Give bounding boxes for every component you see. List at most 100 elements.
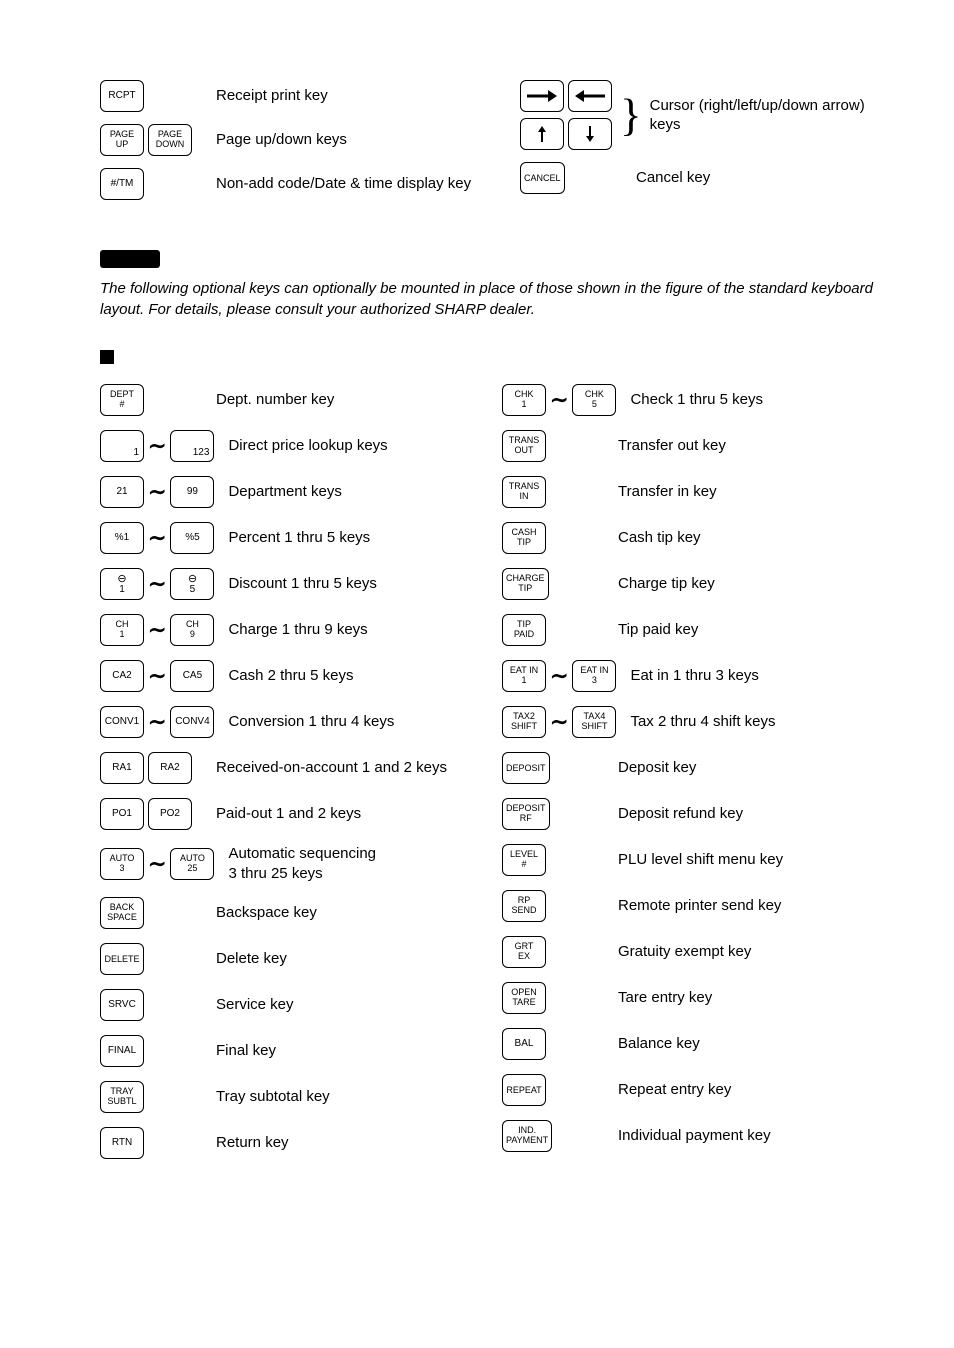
key-description: Gratuity exempt key bbox=[618, 942, 751, 962]
key-row: TAX2SHIFT∼TAX4SHIFT Tax 2 thru 4 shift ke… bbox=[502, 706, 894, 738]
keys-group: FINAL bbox=[100, 1035, 202, 1067]
keys-group: TRANSIN bbox=[502, 476, 604, 508]
key: REPEAT bbox=[502, 1074, 546, 1106]
key-row: DELETEDelete key bbox=[100, 943, 490, 975]
key-row: TRANSINTransfer in key bbox=[502, 476, 894, 508]
tilde-icon: ∼ bbox=[550, 709, 568, 735]
key-rcpt: RCPT bbox=[100, 80, 144, 112]
key: CONV1 bbox=[100, 706, 144, 738]
key-description: Return key bbox=[216, 1133, 289, 1153]
keys-group: RCPT bbox=[100, 80, 202, 112]
keys-group: AUTO3∼AUTO25 bbox=[100, 848, 214, 880]
key-description: Charge tip key bbox=[618, 574, 715, 594]
keys-group: TRANSOUT bbox=[502, 430, 604, 462]
key-row: CA2∼CA5 Cash 2 thru 5 keys bbox=[100, 660, 490, 692]
key: 1 bbox=[100, 568, 144, 600]
key-arrow-right bbox=[520, 80, 564, 112]
key-page-up: PAGEUP bbox=[100, 124, 144, 156]
keys-group: TAX2SHIFT∼TAX4SHIFT bbox=[502, 706, 616, 738]
key-row: TRAYSUBTL Tray subtotal key bbox=[100, 1081, 490, 1113]
tilde-icon: ∼ bbox=[148, 663, 166, 689]
key-row: AUTO3∼AUTO25 Automatic sequencing3 thru 2… bbox=[100, 844, 490, 883]
key: DELETE bbox=[100, 943, 144, 975]
key: DEPT# bbox=[100, 384, 144, 416]
top-right-column: } Cursor (right/left/up/down arrow) keys… bbox=[520, 80, 894, 200]
key-description: Final key bbox=[216, 1041, 276, 1061]
keys-group: DELETE bbox=[100, 943, 202, 975]
keys-group: EAT IN1∼EAT IN3 bbox=[502, 660, 616, 692]
section-bullet bbox=[100, 350, 114, 364]
key: CH9 bbox=[170, 614, 214, 646]
keys-group: LEVEL# bbox=[502, 844, 604, 876]
keys-group: CANCEL bbox=[520, 162, 622, 194]
right-column: CHK1∼CHK5 Check 1 thru 5 keys TRANSOUT Tran… bbox=[502, 384, 894, 1159]
key-row: %1∼%5Percent 1 thru 5 keys bbox=[100, 522, 490, 554]
arrow-keys-group bbox=[520, 80, 612, 150]
key-cancel: CANCEL bbox=[520, 162, 565, 194]
key-description: Tray subtotal key bbox=[216, 1087, 330, 1107]
key-row: DEPOSITDeposit key bbox=[502, 752, 894, 784]
keys-group: GRTEX bbox=[502, 936, 604, 968]
key-description: PLU level shift menu key bbox=[618, 850, 783, 870]
key-description: Automatic sequencing3 thru 25 keys bbox=[228, 844, 376, 883]
key-row: SRVCService key bbox=[100, 989, 490, 1021]
key-row: TIPPAIDTip paid key bbox=[502, 614, 894, 646]
key-description: Charge 1 thru 9 keys bbox=[228, 620, 367, 640]
key-row: CH1∼CH9 Charge 1 thru 9 keys bbox=[100, 614, 490, 646]
key-row: CHK1∼CHK5 Check 1 thru 5 keys bbox=[502, 384, 894, 416]
key: CHK1 bbox=[502, 384, 546, 416]
key-arrow-up bbox=[520, 118, 564, 150]
key: PO2 bbox=[148, 798, 192, 830]
key-row: 1∼5Discount 1 thru 5 keys bbox=[100, 568, 490, 600]
key-description: Cash 2 thru 5 keys bbox=[228, 666, 353, 686]
note-text: The following optional keys can optional… bbox=[100, 278, 894, 320]
key-row: GRTEX Gratuity exempt key bbox=[502, 936, 894, 968]
keys-group: CHARGETIP bbox=[502, 568, 604, 600]
top-left-column: RCPT Receipt print key PAGEUP PAGEDOWN P… bbox=[100, 80, 480, 200]
key-arrow-left bbox=[568, 80, 612, 112]
key-row: DEPT#Dept. number key bbox=[100, 384, 490, 416]
key-arrow-down bbox=[568, 118, 612, 150]
row-cancel: CANCEL Cancel key bbox=[520, 162, 894, 194]
keys-group: SRVC bbox=[100, 989, 202, 1021]
key: CH1 bbox=[100, 614, 144, 646]
key: DEPOSITRF bbox=[502, 798, 550, 830]
key-row: CONV1∼CONV4 Conversion 1 thru 4 keys bbox=[100, 706, 490, 738]
key: CA2 bbox=[100, 660, 144, 692]
key: RA1 bbox=[100, 752, 144, 784]
key-description: Conversion 1 thru 4 keys bbox=[228, 712, 394, 732]
key-description: Cash tip key bbox=[618, 528, 701, 548]
keys-group: 1∼5 bbox=[100, 568, 214, 600]
top-section: RCPT Receipt print key PAGEUP PAGEDOWN P… bbox=[100, 80, 894, 200]
key-description: Transfer out key bbox=[618, 436, 726, 456]
brace-icon: } bbox=[620, 95, 642, 136]
keys-group: CONV1∼CONV4 bbox=[100, 706, 214, 738]
key-row: FINAL Final key bbox=[100, 1035, 490, 1067]
key: %5 bbox=[170, 522, 214, 554]
key: AUTO3 bbox=[100, 848, 144, 880]
tilde-icon: ∼ bbox=[148, 525, 166, 551]
keys-group: TRAYSUBTL bbox=[100, 1081, 202, 1113]
row-tm: #/TM Non-add code/Date & time display ke… bbox=[100, 168, 480, 200]
key-description: Tare entry key bbox=[618, 988, 712, 1008]
key-description: Balance key bbox=[618, 1034, 700, 1054]
keys-group: #/TM bbox=[100, 168, 202, 200]
keys-group: CH1∼CH9 bbox=[100, 614, 214, 646]
key-description: Eat in 1 thru 3 keys bbox=[630, 666, 758, 686]
key: FINAL bbox=[100, 1035, 144, 1067]
tilde-icon: ∼ bbox=[148, 617, 166, 643]
keys-group: RTN bbox=[100, 1127, 202, 1159]
key-description: Deposit key bbox=[618, 758, 696, 778]
key: BACKSPACE bbox=[100, 897, 144, 929]
key: OPENTARE bbox=[502, 982, 546, 1014]
key-description: Tax 2 thru 4 shift keys bbox=[630, 712, 775, 732]
key-row: 1∼123Direct price lookup keys bbox=[100, 430, 490, 462]
keys-group: CHK1∼CHK5 bbox=[502, 384, 616, 416]
keys-group: %1∼%5 bbox=[100, 522, 214, 554]
key: CA5 bbox=[170, 660, 214, 692]
key-description: Check 1 thru 5 keys bbox=[630, 390, 763, 410]
key-description: Paid-out 1 and 2 keys bbox=[216, 804, 361, 824]
desc-cancel: Cancel key bbox=[636, 168, 710, 188]
key-row: DEPOSITRFDeposit refund key bbox=[502, 798, 894, 830]
keys-group: 1∼123 bbox=[100, 430, 214, 462]
